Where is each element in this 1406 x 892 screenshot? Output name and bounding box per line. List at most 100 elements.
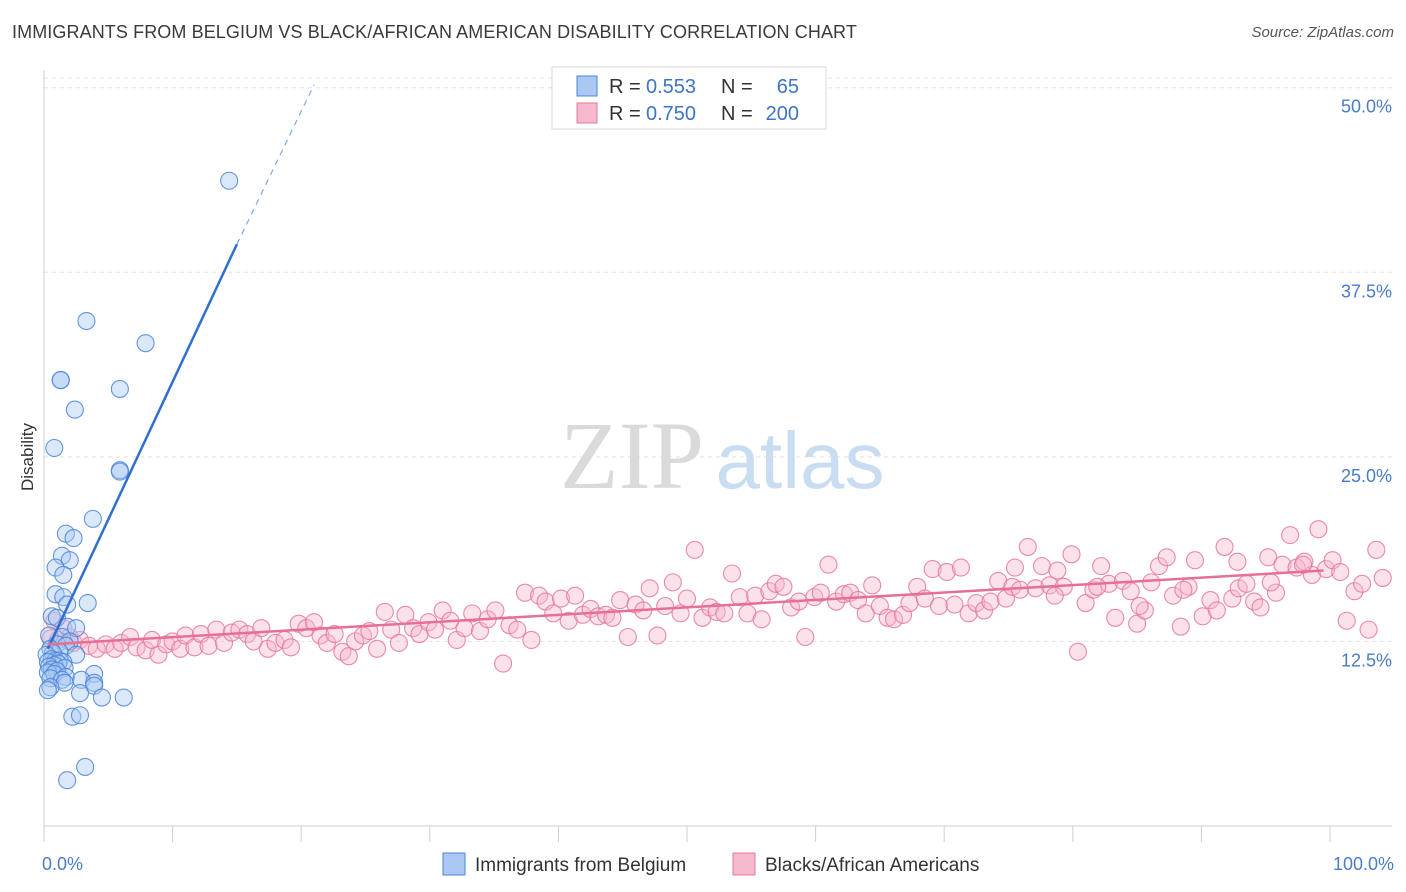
point-pink-points-115	[878, 608, 897, 627]
point-pink-points-95	[730, 588, 749, 607]
point-pink-points-155	[1171, 617, 1190, 636]
point-pink-points-172	[1295, 552, 1314, 571]
point-pink-points-80	[618, 627, 637, 647]
trendlines	[46, 84, 1324, 650]
point-pink-points-142	[1076, 593, 1095, 613]
point-blue-points-61	[63, 707, 82, 726]
trendline-blue-extension	[236, 84, 315, 245]
point-pink-points-99	[760, 582, 779, 601]
point-pink-points-121	[923, 560, 942, 579]
point-pink-points-112	[856, 604, 875, 623]
point-pink-points-146	[1106, 608, 1125, 627]
point-pink-points-134	[1018, 537, 1037, 556]
point-pink-points-188	[1130, 596, 1149, 616]
point-pink-points-186	[1228, 552, 1247, 571]
source-label: Source: ZipAtlas.com	[1251, 24, 1394, 41]
legend-swatch-pink	[576, 102, 598, 124]
point-pink-points-182	[1367, 540, 1386, 559]
point-pink-points-148	[1121, 582, 1140, 601]
point-pink-points-138	[1048, 561, 1067, 580]
legend-r-label-2: R =	[609, 103, 641, 125]
point-pink-points-23	[199, 636, 218, 655]
point-blue-points-56	[41, 678, 60, 697]
point-pink-points-191	[1005, 558, 1024, 577]
y-tick-label-0: 12.5%	[1341, 650, 1392, 670]
point-pink-points-128	[975, 601, 994, 620]
point-pink-points-189	[1088, 577, 1107, 596]
point-pink-points-46	[368, 639, 387, 658]
point-blue-points-16	[54, 565, 73, 585]
point-pink-points-94	[722, 564, 742, 583]
point-blue-points-2	[136, 334, 155, 353]
point-pink-points-144	[1092, 557, 1111, 576]
point-pink-points-62	[486, 601, 505, 620]
point-pink-points-116	[884, 610, 904, 629]
point-pink-points-49	[389, 633, 408, 652]
point-pink-points-140	[1062, 545, 1081, 564]
point-pink-points-184	[1293, 555, 1313, 574]
point-pink-points-123	[937, 562, 956, 582]
series-blacks-african-americans	[41, 520, 1392, 673]
correlation-legend: R = 0.553 N = 65 R = 0.750 N = 200	[551, 66, 827, 130]
point-blue-points-57	[38, 681, 57, 700]
x-tick-label-1: 100.0%	[1333, 854, 1394, 874]
point-blue-points-53	[55, 673, 74, 692]
point-pink-points-92	[707, 602, 726, 621]
trendline-pink	[47, 569, 1324, 646]
point-pink-points-83	[640, 579, 659, 598]
point-pink-points-106	[811, 583, 830, 602]
point-pink-points-181	[1359, 620, 1378, 639]
point-pink-points-125	[951, 558, 970, 577]
point-blue-points-60	[114, 688, 133, 707]
point-pink-points-126	[959, 604, 978, 623]
point-pink-points-47	[375, 602, 394, 621]
point-blue-points-0	[220, 171, 239, 190]
point-pink-points-101	[774, 577, 793, 596]
point-pink-points-93	[715, 604, 734, 623]
point-blue-points-63	[76, 757, 95, 776]
point-blue-points-12	[64, 529, 83, 548]
y-axis-title: Disability	[18, 422, 37, 491]
series-immigrants-from-belgium	[37, 171, 239, 790]
point-pink-points-79	[611, 591, 630, 610]
point-blue-points-59	[92, 688, 111, 707]
y-tick-label-2: 37.5%	[1341, 281, 1392, 301]
point-pink-points-84	[648, 626, 667, 645]
point-pink-points-30	[252, 619, 271, 638]
point-pink-points-124	[945, 595, 964, 614]
point-blue-points-1	[77, 311, 96, 331]
point-pink-points-187	[1174, 580, 1193, 599]
y-tick-label-1: 25.0%	[1341, 466, 1392, 486]
point-pink-points-113	[863, 576, 882, 595]
point-pink-points-149	[1128, 614, 1147, 633]
point-pink-points-111	[848, 591, 868, 610]
point-pink-points-71	[551, 589, 571, 608]
point-pink-points-98	[752, 610, 771, 629]
legend-r-value-1: 0.553	[646, 76, 696, 98]
point-pink-points-86	[663, 573, 682, 592]
point-blue-points-62	[70, 706, 90, 725]
point-blue-points-19	[78, 593, 97, 613]
legend-r-value-2: 0.750	[646, 103, 696, 125]
point-pink-points-118	[900, 593, 919, 613]
point-pink-points-177	[1331, 562, 1350, 582]
point-blue-points-10	[83, 509, 102, 528]
watermark: ZIP atlas	[560, 402, 884, 509]
point-pink-points-151	[1142, 573, 1161, 592]
point-pink-points-65	[508, 620, 527, 639]
point-blue-points-58	[70, 684, 90, 703]
point-pink-points-166	[1251, 598, 1270, 617]
point-pink-points-180	[1353, 574, 1372, 593]
point-blue-points-15	[46, 558, 65, 577]
point-pink-points-122	[930, 596, 949, 616]
series-legend-swatch-blue	[442, 852, 466, 876]
point-blue-points-64	[58, 771, 77, 790]
point-pink-points-174	[1309, 520, 1328, 539]
point-pink-points-153	[1157, 548, 1176, 567]
series-legend-label-pink: Blacks/African Americans	[765, 855, 979, 876]
tick-labels: 12.5% 25.0% 37.5% 50.0% 0.0% 100.0%	[42, 97, 1394, 874]
point-pink-points-178	[1337, 611, 1356, 630]
point-pink-points-88	[677, 589, 697, 608]
point-blue-points-6	[65, 400, 84, 419]
